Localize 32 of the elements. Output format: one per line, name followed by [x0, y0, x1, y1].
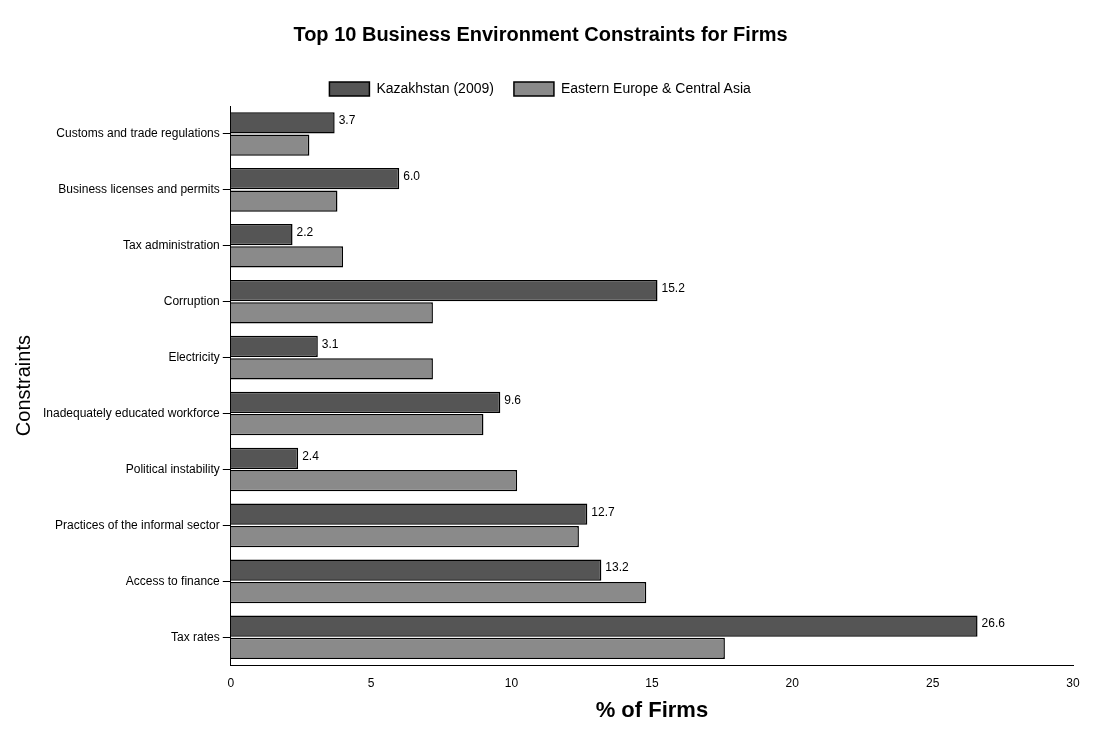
x-tick-label: 10: [504, 675, 519, 690]
y-axis-title: Constraints: [11, 335, 34, 437]
legend-label: Eastern Europe & Central Asia: [560, 79, 752, 96]
x-tick-label: 30: [1066, 675, 1080, 690]
data-label: 26.6: [981, 616, 1006, 631]
y-tick-label: Access to finance: [125, 573, 221, 588]
y-tick-label: Customs and trade regulations: [56, 126, 220, 141]
x-tick-label: 20: [785, 675, 800, 690]
x-tick-label: 5: [367, 675, 375, 690]
y-tick-label: Corruption: [163, 294, 220, 309]
data-label: 3.1: [321, 336, 339, 351]
y-tick-label: Practices of the informal sector: [55, 517, 220, 532]
data-label: 2.4: [302, 448, 320, 463]
y-tick-label: Tax rates: [171, 629, 220, 644]
x-axis-title: % of Firms: [595, 696, 709, 722]
data-label: 2.2: [296, 224, 314, 239]
x-tick-label: 25: [925, 675, 940, 690]
x-tick-label: 0: [227, 675, 235, 690]
y-tick-label: Tax administration: [123, 238, 220, 253]
legend-label: Kazakhstan (2009): [376, 79, 494, 96]
data-label: 13.2: [605, 560, 630, 575]
y-tick-label: Electricity: [168, 349, 220, 364]
data-label: 3.7: [338, 113, 356, 128]
data-label: 15.2: [661, 280, 686, 295]
x-tick-label: 15: [645, 675, 659, 690]
y-tick-label: Political instability: [125, 461, 220, 476]
chart-title: Top 10 Business Environment Constraints for Firms: [293, 22, 788, 45]
data-label: 12.7: [591, 504, 615, 519]
data-label: 6.0: [403, 169, 421, 184]
data-label: 9.6: [504, 392, 522, 407]
y-tick-label: Business licenses and permits: [58, 182, 220, 197]
y-tick-label: Inadequately educated workforce: [42, 405, 221, 420]
